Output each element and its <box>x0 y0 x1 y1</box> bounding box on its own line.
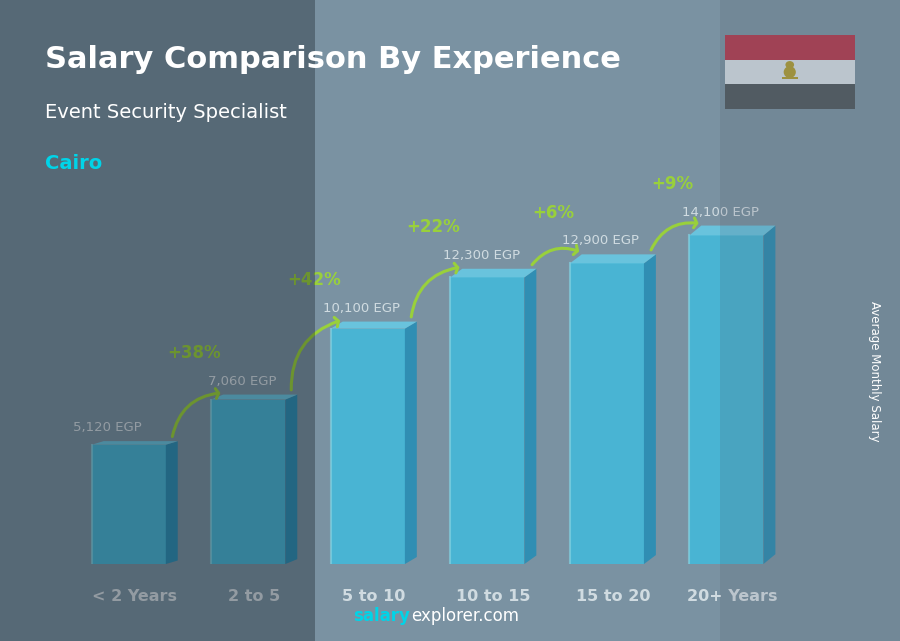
Bar <box>315 0 720 641</box>
Text: Event Security Specialist: Event Security Specialist <box>45 103 287 122</box>
Bar <box>724 35 855 60</box>
Polygon shape <box>689 235 763 564</box>
Bar <box>720 0 900 641</box>
Polygon shape <box>331 322 417 329</box>
Text: 7,060 EGP: 7,060 EGP <box>208 374 276 388</box>
Polygon shape <box>644 254 656 564</box>
Polygon shape <box>92 441 178 445</box>
Bar <box>724 60 855 85</box>
Text: +42%: +42% <box>287 271 341 289</box>
Text: +6%: +6% <box>532 204 574 222</box>
Text: 12,300 EGP: 12,300 EGP <box>443 249 520 262</box>
Ellipse shape <box>784 66 796 78</box>
Bar <box>0 0 315 641</box>
Text: 20+ Years: 20+ Years <box>687 589 778 604</box>
Text: +22%: +22% <box>407 218 461 236</box>
Text: Cairo: Cairo <box>45 154 103 173</box>
Polygon shape <box>763 226 776 564</box>
Text: 10,100 EGP: 10,100 EGP <box>323 302 400 315</box>
Polygon shape <box>689 226 776 235</box>
Text: Average Monthly Salary: Average Monthly Salary <box>868 301 881 442</box>
Bar <box>782 76 797 79</box>
Text: 12,900 EGP: 12,900 EGP <box>562 235 639 247</box>
Polygon shape <box>212 399 285 564</box>
Polygon shape <box>525 269 536 564</box>
Text: 14,100 EGP: 14,100 EGP <box>682 206 759 219</box>
Text: +9%: +9% <box>652 175 694 193</box>
Text: 5 to 10: 5 to 10 <box>342 589 406 604</box>
Polygon shape <box>212 395 297 399</box>
Polygon shape <box>166 441 178 564</box>
Polygon shape <box>450 269 536 278</box>
Text: 5,120 EGP: 5,120 EGP <box>73 421 141 434</box>
Text: 2 to 5: 2 to 5 <box>228 589 281 604</box>
Text: +38%: +38% <box>167 344 221 362</box>
Polygon shape <box>570 263 644 564</box>
Text: explorer.com: explorer.com <box>411 607 519 625</box>
Polygon shape <box>405 322 417 564</box>
Circle shape <box>786 61 794 69</box>
Polygon shape <box>450 278 525 564</box>
Polygon shape <box>331 329 405 564</box>
Text: 15 to 20: 15 to 20 <box>576 589 650 604</box>
Text: < 2 Years: < 2 Years <box>92 589 177 604</box>
Text: Salary Comparison By Experience: Salary Comparison By Experience <box>45 45 621 74</box>
Polygon shape <box>570 254 656 263</box>
Text: salary: salary <box>353 607 410 625</box>
Polygon shape <box>285 395 297 564</box>
Polygon shape <box>92 445 166 564</box>
Text: 10 to 15: 10 to 15 <box>456 589 531 604</box>
Bar <box>724 85 855 109</box>
